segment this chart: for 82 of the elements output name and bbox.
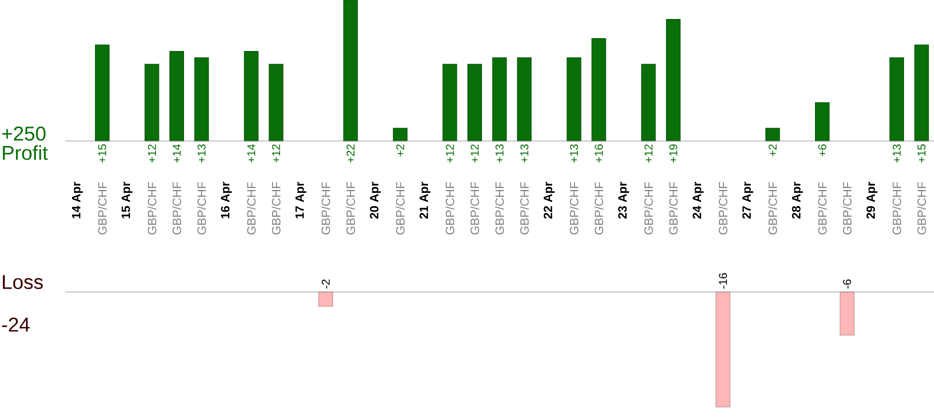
bar [666, 18, 681, 142]
x-tick-label: 29 Apr [866, 182, 878, 219]
x-tick-label: GBP/CHF [272, 182, 280, 234]
data-label: +13 [892, 144, 901, 163]
bar [815, 102, 830, 142]
bar [467, 64, 482, 142]
data-label: -2 [322, 280, 330, 289]
bar [566, 57, 582, 142]
x-tick-label: GBP/CHF [668, 182, 678, 234]
x-tick-label: 20 Apr [370, 182, 381, 219]
data-label: +19 [669, 144, 678, 163]
x-tick-label: GBP/CHF [396, 182, 405, 234]
data-label: +14 [172, 144, 181, 163]
data-label: +6 [818, 144, 826, 156]
x-tick-label: GBP/CHF [321, 182, 330, 234]
bar [268, 64, 284, 142]
y-axis-title: Profit [2, 145, 48, 160]
bar [641, 64, 656, 142]
data-label: +12 [148, 144, 156, 163]
bar [194, 57, 209, 142]
bar [889, 57, 904, 142]
data-label: -6 [843, 279, 852, 289]
data-label: -16 [718, 273, 727, 289]
x-tick-label: GBP/CHF [520, 182, 529, 234]
data-label: +13 [496, 144, 504, 163]
data-label: +16 [594, 144, 603, 163]
bar [392, 128, 408, 142]
text: -24 [2, 318, 30, 332]
x-tick-label: 17 Apr [296, 182, 306, 218]
data-label: +15 [918, 144, 926, 163]
x-tick-label: 21 Apr [420, 182, 430, 219]
x-tick-label: 22 Apr [544, 182, 555, 219]
x-tick-label: 28 Apr [792, 182, 803, 219]
data-label: +14 [247, 144, 256, 163]
bar [492, 57, 507, 142]
x-tick-label: GBP/CHF [594, 182, 604, 234]
x-tick-label: 15 Apr [122, 182, 132, 218]
x-tick-label: GBP/CHF [197, 182, 206, 234]
bar [765, 128, 780, 142]
bar [244, 51, 258, 142]
x-tick-label: GBP/CHF [346, 182, 355, 234]
x-tick-label: 24 Apr [692, 182, 704, 219]
x-tick-label: GBP/CHF [172, 182, 182, 234]
data-label: +12 [644, 144, 652, 163]
x-tick-label: GBP/CHF [818, 182, 827, 234]
data-label: +15 [98, 144, 106, 163]
data-label: +13 [570, 144, 578, 163]
x-tick-label: 16 Apr [220, 182, 232, 218]
data-label: +12 [470, 144, 479, 163]
data-label: +13 [198, 144, 206, 163]
data-label: +13 [520, 144, 528, 163]
bar [592, 38, 606, 142]
bar [343, 0, 358, 142]
x-tick-label: GBP/CHF [768, 182, 778, 234]
text: +250 [2, 126, 46, 141]
x-tick-label: GBP/CHF [644, 182, 653, 234]
y-axis-title: Loss [2, 275, 43, 290]
x-tick-label: GBP/CHF [470, 182, 480, 234]
bar [94, 44, 110, 142]
x-tick-label: GBP/CHF [917, 182, 926, 234]
x-tick-label: GBP/CHF [445, 182, 454, 234]
data-label: +12 [446, 144, 454, 163]
x-tick-label: GBP/CHF [98, 182, 107, 234]
x-tick-label: 27 Apr [742, 182, 754, 219]
bar [914, 44, 929, 142]
x-tick-label: GBP/CHF [495, 182, 504, 234]
bar [517, 57, 532, 142]
x-tick-label: GBP/CHF [148, 182, 156, 234]
data-label: +12 [272, 144, 280, 163]
bar [442, 64, 458, 142]
x-tick-label: GBP/CHF [718, 182, 728, 234]
bar [144, 64, 160, 142]
data-label: +2 [396, 144, 404, 156]
x-tick-label: GBP/CHF [892, 182, 902, 234]
bar [169, 51, 184, 142]
data-label: +22 [346, 144, 354, 163]
x-tick-label: GBP/CHF [570, 182, 578, 234]
data-label: +2 [768, 144, 777, 156]
x-tick-label: GBP/CHF [842, 182, 852, 234]
x-tick-label: GBP/CHF [246, 182, 256, 234]
x-tick-label: 23 Apr [618, 182, 630, 219]
x-tick-label: 14 Apr [72, 182, 83, 218]
